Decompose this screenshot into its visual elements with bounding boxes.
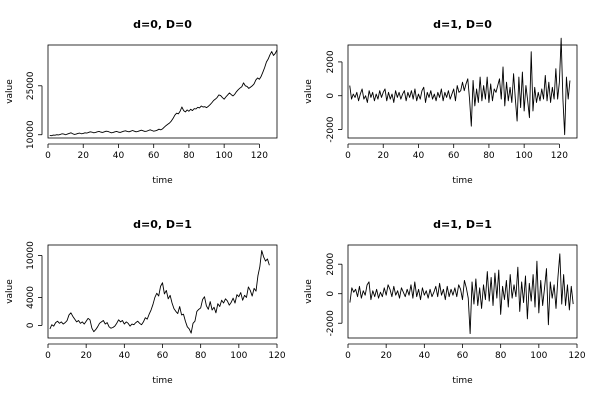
y-tick-label: 2000	[326, 252, 336, 275]
x-tick-label: 0	[45, 351, 51, 361]
x-tick-label: 100	[516, 151, 533, 161]
y-tick-label: 4000	[26, 286, 36, 309]
chart-panel-3: d=0, D=1 0 20 40 60 80 100 120 0 4000 10000 time val…	[5, 218, 286, 386]
x-tick-label: 100	[230, 351, 247, 361]
x-tick-label: 40	[113, 151, 125, 161]
y-axis-label: value	[5, 79, 15, 104]
y-tick-label: 25000	[26, 71, 36, 100]
y-tick-label: 2000	[326, 50, 336, 73]
chart-title: d=0, D=1	[133, 218, 192, 231]
x-tick-label: 120	[268, 351, 285, 361]
x-tick-label: 20	[80, 351, 92, 361]
x-tick-label: 40	[413, 151, 425, 161]
x-tick-label: 60	[457, 351, 469, 361]
series-line	[49, 49, 278, 137]
y-tick-label: 10000	[26, 120, 36, 149]
x-tick-label: 100	[530, 351, 547, 361]
x-axis-label: time	[152, 176, 173, 186]
x-tick-label: 80	[483, 151, 495, 161]
plot-frame	[47, 244, 278, 339]
series-line	[49, 250, 270, 334]
chart-panel-4: d=1, D=1 0 20 40 60 80 100 120 -2000 0 2000 time val…	[304, 218, 586, 386]
x-tick-label: 20	[78, 151, 90, 161]
x-tick-label: 120	[568, 351, 585, 361]
plot-frame	[347, 244, 578, 339]
x-tick-label: 80	[183, 151, 195, 161]
x-tick-label: 60	[448, 151, 460, 161]
x-axis-label: time	[452, 376, 473, 386]
x-tick-label: 0	[345, 151, 351, 161]
x-tick-label: 80	[495, 351, 507, 361]
x-tick-label: 100	[216, 151, 233, 161]
x-tick-label: 0	[345, 351, 351, 361]
x-tick-label: 20	[378, 151, 390, 161]
x-tick-label: 40	[119, 351, 131, 361]
y-axis-label: value	[304, 79, 314, 104]
chart-title: d=0, D=0	[133, 18, 192, 31]
y-tick-label: -2000	[326, 116, 336, 142]
y-tick-label: 0	[326, 291, 336, 297]
x-tick-label: 60	[157, 351, 169, 361]
y-axis-label: value	[5, 279, 15, 304]
plot-frame	[47, 44, 278, 139]
series-line	[349, 37, 571, 136]
y-tick-label: 10000	[26, 241, 36, 270]
x-tick-label: 40	[419, 351, 431, 361]
chart-panel-1: d=0, D=0 0 20 40 60 80 100 120 10000 25000 time val…	[5, 18, 278, 186]
y-tick-label: 0	[26, 322, 36, 328]
chart-panel-2: d=1, D=0 0 20 40 60 80 100 120 -2000 0 2000 time val…	[304, 18, 578, 186]
series-line	[349, 253, 574, 335]
x-tick-label: 80	[195, 351, 207, 361]
plot-frame	[347, 44, 578, 139]
x-axis-label: time	[452, 176, 473, 186]
x-axis-label: time	[152, 376, 173, 386]
y-tick-label: -2000	[326, 310, 336, 336]
y-axis-label: value	[304, 279, 314, 304]
x-tick-label: 20	[380, 351, 392, 361]
x-tick-label: 60	[148, 151, 160, 161]
x-tick-label: 0	[45, 151, 51, 161]
x-tick-label: 120	[551, 151, 568, 161]
chart-title: d=1, D=1	[433, 218, 492, 231]
x-tick-label: 120	[251, 151, 268, 161]
chart-title: d=1, D=0	[433, 18, 492, 31]
y-tick-label: 0	[326, 93, 336, 99]
